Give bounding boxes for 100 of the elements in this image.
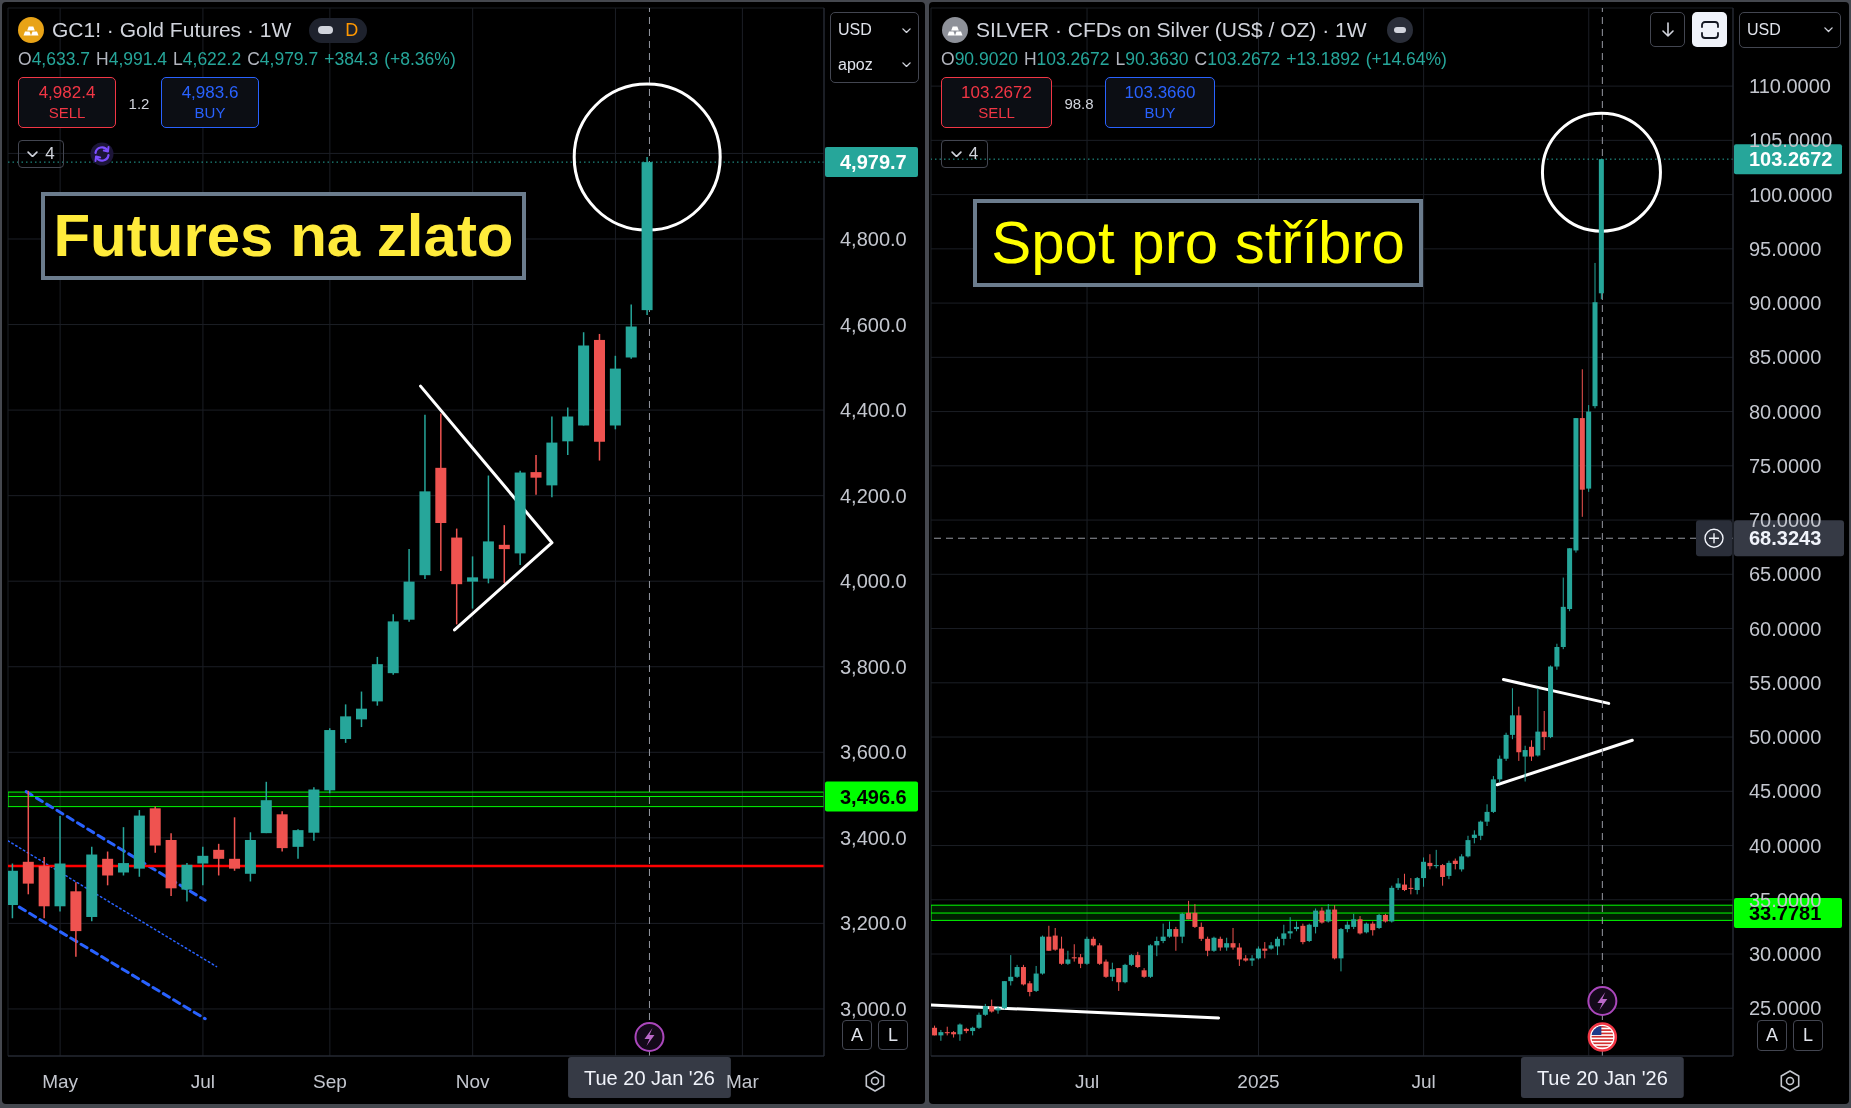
candlestick	[1179, 912, 1185, 944]
candlestick	[1395, 877, 1401, 891]
y-tick-label: 4,000.0	[840, 570, 907, 593]
annotation: 4,983.6	[181, 82, 239, 103]
sell-button: 4,982.4 SELL	[18, 77, 116, 128]
candlestick	[229, 816, 241, 872]
x-tick-label: May	[42, 1070, 79, 1092]
buy-button: 103.3660 BUY	[1105, 77, 1215, 128]
annotation: BUY	[194, 102, 226, 123]
sell-button: 103.2672 SELL	[941, 77, 1052, 128]
collapse-button: 4	[18, 140, 64, 168]
x-tick-label: Jul	[1074, 1070, 1100, 1092]
y-tick-label: 95.0000	[1749, 237, 1822, 260]
candlestick	[355, 690, 367, 728]
candlestick	[1230, 927, 1236, 951]
candlestick	[1465, 835, 1471, 858]
annotation: 4	[45, 144, 55, 164]
y-tick-label: 75.0000	[1749, 454, 1822, 477]
annotation: SELL	[978, 102, 1015, 123]
y-tick-label: 45.0000	[1749, 780, 1822, 803]
text: O90.9020 H103.2672 L90.3630 C103.2672 +13.1892 (+14.64%)	[941, 48, 1447, 70]
x-tick-label: Sep	[312, 1070, 347, 1092]
candlestick	[957, 1022, 963, 1042]
candlestick	[292, 828, 304, 860]
x-tick-label: 2025	[1237, 1070, 1280, 1092]
y-tick-label: 100.0000	[1749, 183, 1833, 206]
candlestick	[1103, 958, 1109, 979]
annotation: D	[345, 19, 359, 41]
annotation: Spot pro stříbro	[991, 209, 1405, 276]
y-tick-label: 25.0000	[1749, 997, 1822, 1020]
candlestick	[1198, 922, 1204, 942]
candlestick	[1116, 967, 1122, 992]
text: O4,633.7 H4,991.4 L4,622.2 C4,979.7 +384.3 (+8.36%)	[18, 48, 456, 70]
candlestick	[1249, 954, 1255, 967]
candlestick	[1427, 853, 1433, 870]
x-tick-label: Nov	[455, 1070, 491, 1092]
y-tick-label: 30.0000	[1749, 943, 1822, 966]
candlestick	[1300, 923, 1306, 945]
candlestick	[467, 555, 479, 610]
candlestick	[340, 703, 352, 744]
annotation: 4	[968, 144, 979, 164]
candlestick	[1497, 754, 1503, 784]
dropdown: USD apoz	[830, 12, 919, 83]
text: SILVER · CFDs on Silver (US$ / OZ) · 1W	[976, 18, 1367, 42]
ref-line-label: Tue 20 Jan '26	[583, 1067, 715, 1089]
text: GC1! · Gold Futures · 1W	[52, 18, 292, 42]
y-tick-label: 40.0000	[1749, 834, 1822, 857]
status-badge: D	[309, 17, 368, 43]
toggle-button: A	[842, 1020, 872, 1050]
candlestick	[1522, 745, 1528, 783]
ref-line-label: 3,496.6	[840, 785, 907, 808]
y-tick-label: 55.0000	[1749, 671, 1822, 694]
candlestick	[938, 1029, 944, 1042]
ref-line-label: 4,979.7	[840, 151, 907, 174]
y-tick-label: 85.0000	[1749, 346, 1822, 369]
candlestick	[1046, 925, 1052, 952]
candlestick	[498, 524, 510, 584]
annotation: 4,982.4	[38, 82, 96, 103]
y-tick-label: 80.0000	[1749, 400, 1822, 423]
y-tick-label: 60.0000	[1749, 617, 1822, 640]
annotation: 1.2	[128, 94, 150, 112]
buy-button: 4,983.6 BUY	[161, 77, 259, 128]
collapse-button: 4	[941, 140, 988, 168]
candlestick	[22, 790, 34, 896]
ref-line-label: 103.2672	[1749, 148, 1833, 171]
candlestick	[1554, 643, 1560, 671]
y-tick-label: 4,600.0	[840, 313, 907, 336]
y-tick-label: 4,800.0	[840, 227, 907, 250]
candlestick	[1421, 856, 1427, 888]
candlestick	[530, 454, 542, 496]
candlestick	[1509, 687, 1515, 740]
candlestick	[102, 850, 114, 887]
candlestick	[213, 843, 225, 877]
toggle-button: L	[1793, 1020, 1823, 1051]
candlestick	[1097, 942, 1103, 966]
ref-line-label: Tue 20 Jan '26	[1536, 1067, 1668, 1089]
y-tick-label: 4,400.0	[840, 399, 907, 422]
candlestick	[1160, 923, 1166, 944]
y-tick-label: 3,000.0	[840, 997, 907, 1020]
candlestick	[1122, 963, 1128, 984]
y-tick-label: 90.0000	[1749, 292, 1822, 315]
y-tick-label: 3,200.0	[840, 912, 907, 935]
toggle-button: L	[878, 1020, 908, 1050]
x-tick-label: Mar	[726, 1070, 760, 1092]
candlestick	[117, 826, 129, 877]
candlestick	[1529, 739, 1534, 762]
candlestick	[1484, 803, 1490, 827]
candlestick	[1154, 936, 1160, 957]
candlestick	[1287, 916, 1293, 940]
annotation: 98.8	[1064, 94, 1094, 112]
annotation: 103.3660	[1124, 82, 1196, 103]
text-box: Spot pro stříbro	[973, 199, 1423, 287]
x-tick-label: Jul	[190, 1070, 216, 1092]
y-tick-label: 65.0000	[1749, 563, 1822, 586]
y-tick-label: 3,800.0	[840, 655, 907, 678]
annotation: SELL	[48, 102, 86, 123]
candlestick	[1173, 926, 1179, 952]
y-tick-label: 3,600.0	[840, 741, 907, 764]
y-tick-label: 3,400.0	[840, 826, 907, 849]
candlestick	[1503, 732, 1509, 762]
